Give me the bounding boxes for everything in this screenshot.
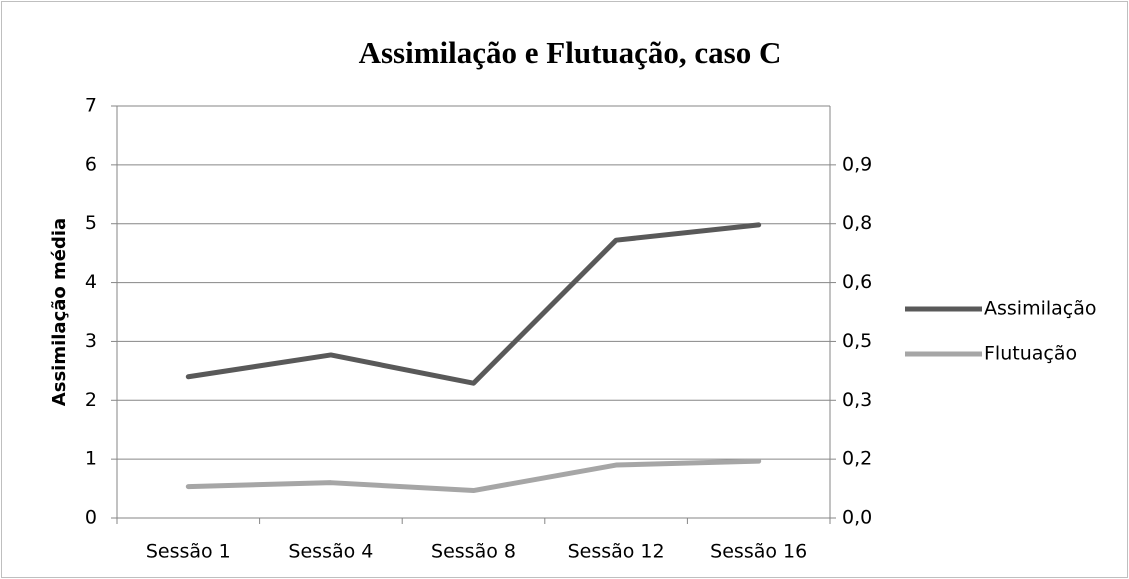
y-tick-label: 3 bbox=[85, 330, 97, 352]
y2-tick-label: 0,0 bbox=[842, 507, 872, 529]
series-line bbox=[185, 458, 762, 494]
y-tick-label: 6 bbox=[85, 153, 97, 175]
y2-tick-label: 0,5 bbox=[842, 330, 872, 352]
y-tick-label: 0 bbox=[85, 507, 97, 529]
y-tick-label: 5 bbox=[85, 212, 97, 234]
x-tick-label: Sessão 16 bbox=[710, 541, 807, 563]
y-axis-label: Assimilação média bbox=[49, 218, 70, 406]
legend-label: Flutuação bbox=[984, 343, 1077, 365]
x-tick-label: Sessão 12 bbox=[568, 541, 665, 563]
y-tick-label: 7 bbox=[85, 95, 97, 117]
legend-label: Assimilação bbox=[984, 298, 1097, 320]
y2-tick-label: 0,8 bbox=[842, 212, 872, 234]
chart-title: Assimilação e Flutuação, caso C bbox=[359, 35, 782, 70]
y2-tick-label: 0,3 bbox=[842, 389, 872, 411]
series-line bbox=[185, 222, 762, 386]
y-tick-label: 2 bbox=[85, 389, 97, 411]
x-tick-label: Sessão 8 bbox=[431, 541, 516, 563]
y2-tick-label: 0,2 bbox=[842, 448, 872, 470]
y-tick-label: 1 bbox=[85, 448, 97, 470]
x-tick-label: Sessão 4 bbox=[288, 541, 373, 563]
x-tick-label: Sessão 1 bbox=[146, 541, 231, 563]
y-tick-label: 4 bbox=[85, 271, 97, 293]
y2-tick-label: 0,9 bbox=[842, 153, 872, 175]
y2-tick-label: 0,6 bbox=[842, 271, 872, 293]
